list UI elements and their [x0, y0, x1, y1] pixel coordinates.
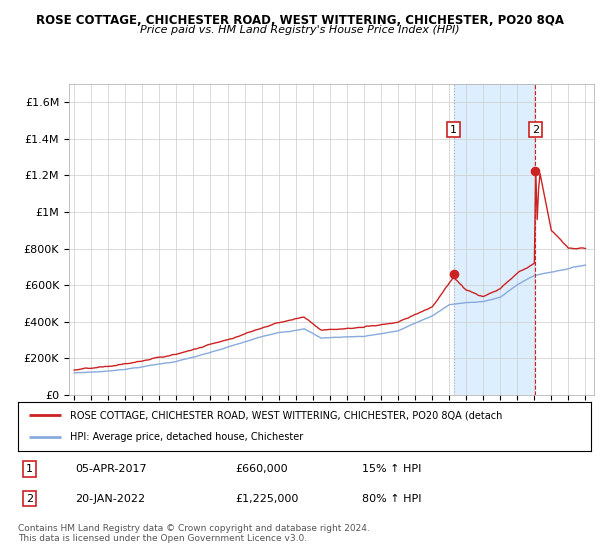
Text: Price paid vs. HM Land Registry's House Price Index (HPI): Price paid vs. HM Land Registry's House …	[140, 25, 460, 35]
Text: 1: 1	[26, 464, 33, 474]
Point	[530, 166, 540, 175]
Text: Contains HM Land Registry data © Crown copyright and database right 2024.
This d: Contains HM Land Registry data © Crown c…	[18, 524, 370, 543]
Point	[449, 270, 458, 279]
Text: 80% ↑ HPI: 80% ↑ HPI	[362, 493, 421, 503]
Text: 2: 2	[532, 125, 539, 135]
Text: 2: 2	[26, 493, 33, 503]
Text: ROSE COTTAGE, CHICHESTER ROAD, WEST WITTERING, CHICHESTER, PO20 8QA (detach: ROSE COTTAGE, CHICHESTER ROAD, WEST WITT…	[70, 410, 502, 421]
Text: 1: 1	[450, 125, 457, 135]
Bar	[454, 84, 535, 395]
Text: HPI: Average price, detached house, Chichester: HPI: Average price, detached house, Chic…	[70, 432, 303, 442]
Text: ROSE COTTAGE, CHICHESTER ROAD, WEST WITTERING, CHICHESTER, PO20 8QA: ROSE COTTAGE, CHICHESTER ROAD, WEST WITT…	[36, 14, 564, 27]
Text: 20-JAN-2022: 20-JAN-2022	[76, 493, 145, 503]
Text: 05-APR-2017: 05-APR-2017	[76, 464, 147, 474]
Text: 15% ↑ HPI: 15% ↑ HPI	[362, 464, 421, 474]
Text: £660,000: £660,000	[236, 464, 289, 474]
Text: £1,225,000: £1,225,000	[236, 493, 299, 503]
